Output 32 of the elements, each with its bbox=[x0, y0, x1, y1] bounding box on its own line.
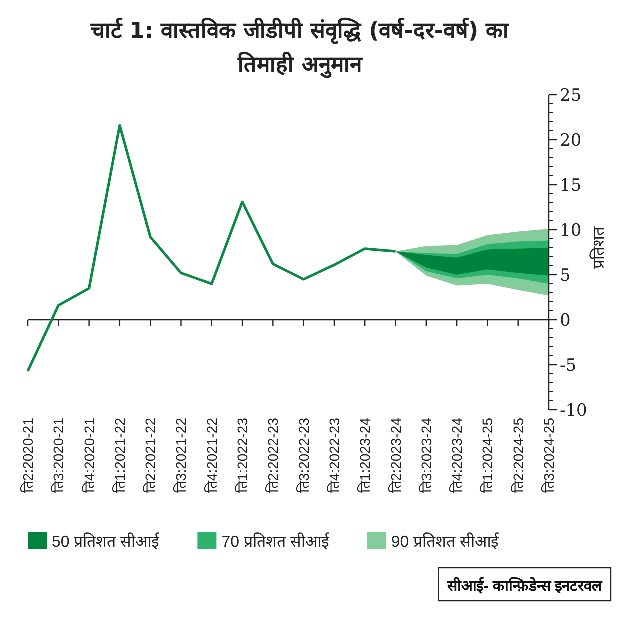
x-tick-label: ति2:2021-22 bbox=[142, 418, 159, 494]
x-tick-label: ति4:2021-22 bbox=[204, 418, 220, 494]
legend-label: 70 प्रतिशत सीआई bbox=[222, 532, 330, 551]
x-tick-label: ति3:2020-21 bbox=[50, 418, 67, 494]
y-tick-label: -10 bbox=[560, 401, 588, 421]
title: चार्ट 1: वास्तविक जीडीपी संवृद्धि (वर्ष-दर-वर्ष) का तिमाही अनुमान bbox=[90, 19, 510, 78]
y-tick-label: -5 bbox=[560, 356, 577, 376]
legend-label: 90 प्रतिशत सीआई bbox=[391, 532, 500, 551]
y-tick-label: 0 bbox=[560, 311, 571, 331]
x-tick-label: ति3:2023-24 bbox=[418, 418, 434, 494]
x-tick-label: ति3:2021-22 bbox=[173, 418, 190, 494]
x-tick-label: ति2:2023-24 bbox=[388, 418, 404, 494]
x-tick-label: ति4:2020-21 bbox=[81, 418, 98, 494]
legend-label: 50 प्रतिशत सीआई bbox=[52, 532, 161, 551]
y-tick-label: 15 bbox=[560, 176, 582, 196]
x-tick-label: ति2:2024-25 bbox=[510, 418, 526, 494]
text: सीआई- कान्फ़िडेन्स इनटरवल bbox=[446, 577, 603, 595]
x-tick-label: ति4:2022-23 bbox=[326, 418, 342, 494]
y-tick-label: 5 bbox=[560, 266, 571, 286]
x-tick-label: ति4:2023-24 bbox=[449, 418, 466, 494]
y-tick-label: 10 bbox=[560, 221, 582, 241]
y-tick-label: 20 bbox=[560, 131, 582, 151]
x-tick-label: ति2:2020-21 bbox=[20, 418, 36, 494]
x-tick-label: ति1:2022-23 bbox=[234, 418, 251, 494]
x-tick-label: ति3:2022-23 bbox=[296, 418, 312, 494]
x-tick-label: ति1:2023-24 bbox=[357, 418, 374, 494]
x-tick-label: ति3:2024-25 bbox=[541, 418, 557, 494]
y-axis-title: प्रतिशत bbox=[589, 226, 608, 269]
x-tick-label: ति1:2021-22 bbox=[112, 418, 128, 494]
x-tick-label: ति2:2022-23 bbox=[265, 418, 282, 494]
y-tick-label: 25 bbox=[560, 86, 582, 106]
x-tick-label: ति1:2024-25 bbox=[480, 418, 496, 494]
